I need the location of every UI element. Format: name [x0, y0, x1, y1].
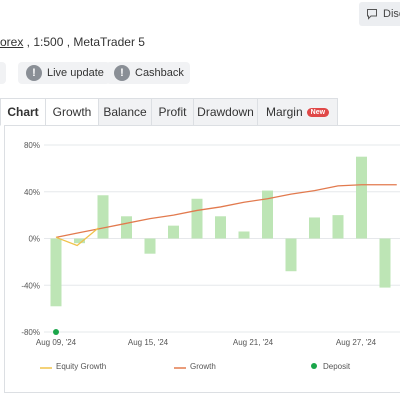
- bar: [262, 190, 273, 239]
- bar: [97, 195, 109, 239]
- cashback-label: Cashback: [135, 67, 184, 79]
- account-details: , 1:500 , MetaTrader 5: [23, 35, 145, 49]
- x-tick-label: Aug 27, '24: [336, 338, 377, 347]
- account-subtitle: orex , 1:500 , MetaTrader 5: [0, 35, 145, 49]
- partial-pill[interactable]: [0, 62, 6, 84]
- bar: [74, 238, 85, 244]
- tab-balance-label: Balance: [103, 105, 147, 119]
- x-tick-label: Aug 21, '24: [233, 338, 274, 347]
- legend-growth-label: Growth: [190, 362, 216, 371]
- bar: [379, 238, 391, 288]
- bar: [144, 238, 156, 254]
- bar: [285, 238, 297, 272]
- discuss-button[interactable]: Disc: [359, 2, 400, 26]
- info-icon: !: [26, 65, 42, 81]
- tab-profit-label: Profit: [158, 105, 187, 119]
- bar: [356, 156, 367, 239]
- y-tick-label: 80%: [24, 141, 40, 150]
- y-tick-label: -80%: [21, 328, 40, 337]
- live-update-label: Live update: [47, 67, 104, 79]
- tab-growth[interactable]: Growth: [46, 98, 99, 126]
- broker-link[interactable]: orex: [0, 35, 24, 49]
- growth-line: [55, 184, 397, 238]
- bar: [50, 238, 62, 307]
- bar: [168, 225, 179, 239]
- tab-growth-label: Growth: [52, 105, 92, 119]
- legend-equity-label: Equity Growth: [56, 362, 106, 371]
- y-tick-label: -40%: [21, 281, 40, 290]
- x-tick-label: Aug 09, '24: [36, 338, 77, 347]
- y-tick-label: 40%: [24, 188, 40, 197]
- tab-margin[interactable]: Margin New: [258, 98, 338, 126]
- tab-margin-label: Margin: [265, 105, 303, 119]
- live-update-pill[interactable]: ! Live update: [18, 62, 110, 84]
- legend-deposit-label: Deposit: [323, 362, 351, 371]
- deposit-marker: [53, 329, 59, 335]
- y-tick-label: 0%: [28, 235, 40, 244]
- discuss-label: Disc: [383, 8, 400, 20]
- tab-chart[interactable]: Chart: [0, 98, 46, 126]
- bar: [332, 215, 344, 239]
- tab-chart-label: Chart: [7, 105, 39, 119]
- x-tick-label: Aug 15, '24: [128, 338, 169, 347]
- tab-balance[interactable]: Balance: [99, 98, 152, 126]
- bar: [309, 217, 320, 239]
- bar: [215, 216, 226, 239]
- bar: [238, 231, 250, 239]
- tab-drawdown-label: Drawdown: [197, 105, 254, 119]
- comment-icon: [367, 9, 377, 20]
- legend-deposit-swatch: [311, 363, 317, 369]
- chart-panel: [4, 125, 400, 393]
- info-icon: !: [114, 65, 130, 81]
- cashback-pill[interactable]: ! Cashback: [106, 62, 190, 84]
- equity-growth-line: [55, 227, 99, 247]
- new-badge: New: [306, 107, 330, 117]
- bar: [191, 198, 203, 239]
- bar: [121, 216, 132, 239]
